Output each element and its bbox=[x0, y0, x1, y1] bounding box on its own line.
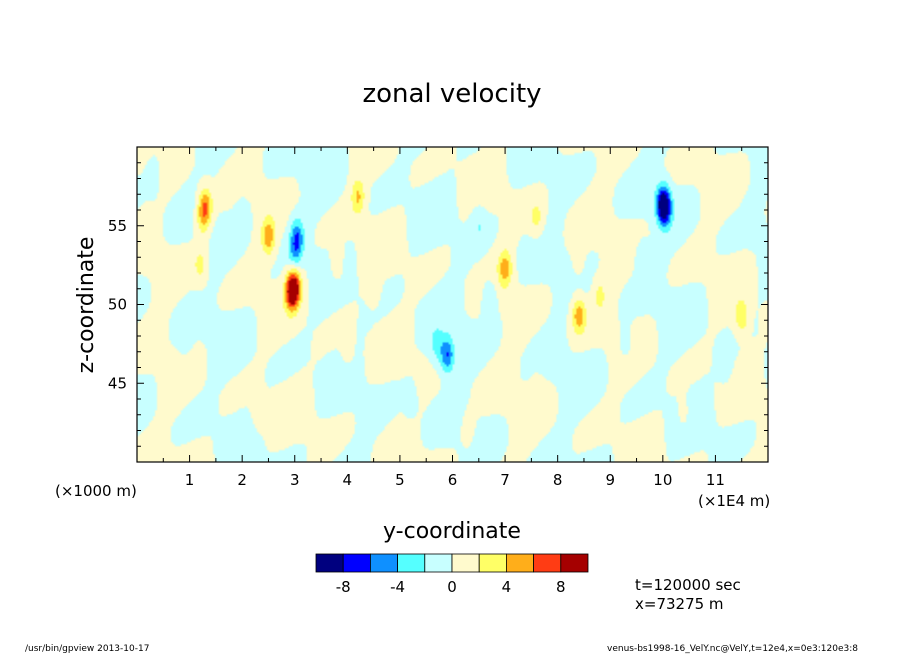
y-tick-label: 50 bbox=[108, 296, 127, 314]
colorbar-swatch bbox=[424, 553, 453, 573]
time-annotation: t=120000 sec bbox=[635, 576, 741, 594]
x-scale-label: (×1E4 m) bbox=[698, 492, 770, 510]
colorbar-swatch bbox=[315, 553, 344, 573]
colorbar: -8 -4 0 4 8 bbox=[315, 553, 589, 596]
x-tick-label: 8 bbox=[553, 471, 563, 489]
x-tick-label: 2 bbox=[237, 471, 247, 489]
x-tick-label: 5 bbox=[395, 471, 405, 489]
colorbar-swatch bbox=[533, 553, 562, 573]
colorbar-label: -8 bbox=[336, 578, 351, 596]
colorbar-label: -4 bbox=[390, 578, 405, 596]
x-axis-label: y-coordinate bbox=[383, 519, 521, 544]
footer-left: /usr/bin/gpview 2013-10-17 bbox=[25, 644, 149, 654]
x-offset-label: (×1000 m) bbox=[55, 482, 137, 500]
velocity-field bbox=[137, 147, 768, 462]
colorbar-swatch bbox=[505, 553, 534, 573]
position-annotation: x=73275 m bbox=[635, 595, 724, 613]
x-tick-label: 3 bbox=[290, 471, 300, 489]
colorbar-swatch bbox=[478, 553, 507, 573]
x-tick-label: 6 bbox=[448, 471, 458, 489]
y-axis-ticks: 45 50 55 bbox=[108, 146, 768, 463]
colorbar-swatch bbox=[369, 553, 398, 573]
colorbar-swatch bbox=[342, 553, 371, 573]
x-axis-ticks: 1 2 3 4 5 6 7 8 9 10 11 bbox=[136, 147, 769, 489]
x-tick-label: 10 bbox=[653, 471, 672, 489]
y-tick-label: 45 bbox=[108, 374, 127, 392]
chart-title: zonal velocity bbox=[362, 79, 541, 109]
y-tick-label: 55 bbox=[108, 217, 127, 235]
colorbar-swatch bbox=[560, 553, 589, 573]
x-tick-label: 7 bbox=[500, 471, 510, 489]
y-axis-label: z-coordinate bbox=[74, 237, 99, 374]
colorbar-label: 8 bbox=[556, 578, 566, 596]
x-tick-label: 1 bbox=[185, 471, 195, 489]
x-tick-label: 4 bbox=[343, 471, 353, 489]
colorbar-label: 4 bbox=[502, 578, 512, 596]
colorbar-swatch bbox=[451, 553, 480, 573]
colorbar-label: 0 bbox=[447, 578, 457, 596]
x-tick-label: 9 bbox=[605, 471, 615, 489]
colorbar-swatch bbox=[397, 553, 426, 573]
footer-right: venus-bs1998-16_VelY.nc@VelY,t=12e4,x=0e… bbox=[607, 644, 858, 654]
x-tick-label: 11 bbox=[706, 471, 725, 489]
